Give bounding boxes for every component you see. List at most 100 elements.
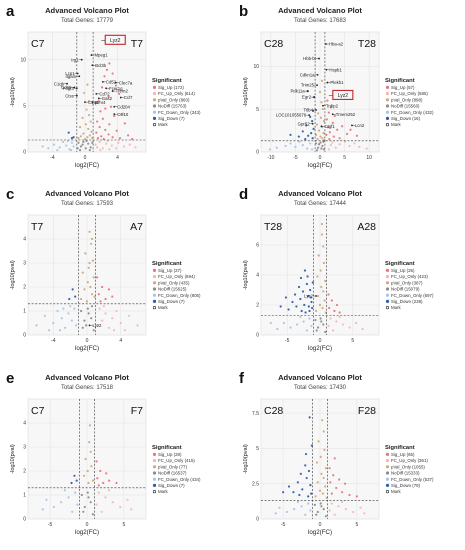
data-point-sig-down — [296, 481, 299, 484]
data-point-fc-down-only — [309, 142, 312, 145]
data-point-sig-up — [333, 309, 336, 313]
data-point-sig-up — [98, 125, 101, 129]
highlight-box — [332, 89, 354, 100]
data-point-not-diff — [316, 510, 319, 514]
y-axis-title: -log10(pval) — [10, 444, 16, 474]
gene-marker — [318, 57, 320, 60]
y-axis-title: -log10(pval) — [243, 444, 249, 474]
data-point-sig-up — [113, 114, 116, 118]
data-point-fc-up-only — [128, 143, 131, 146]
data-point-pval-only — [316, 112, 320, 115]
data-point-fc-down-only — [301, 144, 304, 147]
data-point-sig-down — [311, 306, 314, 310]
x-tick-label: -5 — [281, 522, 286, 528]
gene-marker — [308, 114, 311, 117]
data-point-fc-down-only — [296, 500, 299, 504]
legend-label: Sig_Up (65) — [391, 452, 415, 457]
data-point-sig-up — [348, 493, 351, 497]
volcano-panel-c: c Advanced Volcano Plot Total Genes: 17593… — [6, 186, 201, 352]
gene-marker — [351, 124, 353, 127]
data-point-not-diff — [319, 502, 322, 505]
gene-marker — [331, 113, 334, 116]
data-point-fc-up-only — [332, 329, 335, 332]
y-tick-label: 1 — [23, 309, 26, 315]
data-point-pval-only — [318, 303, 322, 307]
data-point-fc-up-only — [327, 148, 330, 151]
data-point-pval-only — [82, 474, 86, 477]
gene-label: Cd204 — [117, 104, 130, 109]
legend-label: Sig_Up (25) — [391, 268, 415, 273]
legend-label: Mark — [391, 489, 402, 494]
data-point-sig-up — [99, 300, 102, 303]
x-tick-label: 0 — [86, 522, 89, 528]
gene-label: Emr4 — [95, 100, 106, 105]
x-tick-label: 4 — [119, 338, 122, 344]
data-point-fc-up-only — [95, 503, 98, 506]
data-point-pval-only — [89, 450, 92, 453]
data-point-sig-up — [96, 276, 99, 279]
legend-swatch-not-diff — [385, 104, 390, 108]
data-point-pval-only — [87, 100, 91, 103]
data-point-fc-up-only — [327, 324, 330, 328]
legend-label: Sig_Down (7) — [158, 299, 185, 304]
data-point-sig-up — [100, 86, 104, 89]
gene-label: Lcn2 — [355, 123, 365, 128]
data-point-not-diff — [77, 141, 80, 144]
data-point-pval-only — [318, 90, 322, 94]
x-tick-label: 10 — [366, 155, 372, 161]
highlight-gene-label: Lyz2 — [338, 93, 349, 99]
legend-swatch-sig-down — [152, 483, 157, 487]
data-point-pval-only — [88, 230, 91, 233]
data-point-pval-only — [79, 135, 82, 138]
data-point-sig-up — [115, 129, 118, 132]
data-point-fc-down-only — [285, 510, 288, 514]
data-point-pval-only — [317, 129, 321, 132]
data-point-sig-up — [328, 138, 331, 141]
data-point-sig-down — [72, 136, 75, 139]
data-point-sig-up — [105, 68, 109, 71]
data-point-sig-down — [312, 127, 315, 130]
gene-label: Bcl3b — [95, 63, 106, 68]
data-point-fc-up-only — [102, 305, 105, 308]
legend-swatch-not-diff — [152, 104, 157, 108]
data-point-pval-only — [322, 290, 325, 293]
data-point-fc-up-only — [128, 314, 131, 317]
data-point-not-diff — [83, 319, 86, 322]
legend-label: Mark — [158, 305, 169, 310]
data-point-not-diff — [91, 141, 94, 144]
volcano-panel-b: b Advanced Volcano Plot Total Genes: 17683… — [239, 3, 434, 169]
data-point-sig-up — [105, 472, 108, 475]
y-tick-label: 4 — [256, 273, 259, 279]
x-tick-label: -5 — [293, 155, 298, 161]
legend-swatch-sig-up — [152, 452, 157, 456]
data-point-not-diff — [319, 317, 322, 320]
data-point-not-diff — [315, 149, 319, 152]
data-point-pval-only — [86, 281, 89, 284]
data-point-fc-down-only — [311, 148, 314, 151]
volcano-panel-a: a Advanced Volcano Plot Total Genes: 17779… — [6, 3, 201, 169]
data-point-fc-down-only — [309, 509, 312, 512]
highlight-gene-label: Lyz2 — [110, 38, 121, 44]
x-tick-label: 5 — [351, 338, 354, 344]
data-point-pval-only — [317, 440, 320, 443]
legend-swatch-mark — [152, 489, 157, 494]
gene-marker — [114, 81, 117, 84]
legend-label: FC_Down_Only (537) — [391, 477, 434, 482]
data-point-fc-down-only — [298, 140, 301, 143]
legend-label: NoDiff (15763) — [158, 104, 187, 109]
legend-swatch-not-diff — [385, 471, 390, 475]
panel-letter: f — [239, 370, 245, 387]
chart-title: Advanced Volcano Plot — [45, 189, 129, 198]
data-point-fc-down-only — [268, 148, 271, 151]
data-point-pval-only — [324, 467, 327, 470]
data-point-sig-up — [332, 474, 335, 477]
gene-marker — [313, 96, 315, 99]
y-tick-label: 2.5 — [252, 481, 259, 487]
legend-swatch-sig-down — [385, 299, 390, 303]
legend-label: Sig_Up (28) — [158, 452, 182, 457]
data-point-sig-up — [131, 137, 134, 141]
legend-title: Significant — [385, 78, 415, 84]
x-axis-title: log2(FC) — [308, 529, 332, 536]
legend-swatch-mark — [152, 305, 157, 310]
data-point-pval-only — [82, 132, 85, 135]
